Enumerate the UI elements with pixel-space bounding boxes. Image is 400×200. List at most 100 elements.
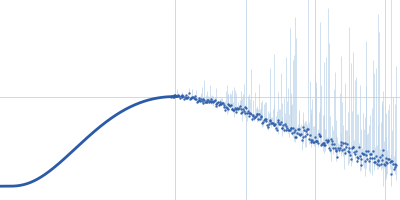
Point xyxy=(267,118,274,122)
Point xyxy=(194,100,200,103)
Point xyxy=(352,152,358,155)
Point xyxy=(216,103,222,106)
Point xyxy=(324,139,331,142)
Point xyxy=(220,105,227,108)
Point xyxy=(236,105,243,108)
Point xyxy=(222,108,228,111)
Point xyxy=(245,112,252,115)
Point xyxy=(374,158,381,161)
Point xyxy=(211,99,217,102)
Point xyxy=(310,140,316,143)
Point xyxy=(198,99,205,103)
Point xyxy=(390,167,397,170)
Point xyxy=(392,162,398,165)
Point xyxy=(269,121,275,125)
Point xyxy=(237,111,244,114)
Point xyxy=(223,105,229,109)
Point xyxy=(174,95,180,98)
Point xyxy=(266,123,272,126)
Point xyxy=(172,94,178,97)
Point xyxy=(194,100,201,103)
Point xyxy=(171,93,178,96)
Point xyxy=(264,124,270,127)
Point xyxy=(192,98,198,101)
Point xyxy=(218,103,224,106)
Point xyxy=(266,119,273,122)
Point xyxy=(230,108,236,112)
Point xyxy=(382,160,389,163)
Point xyxy=(238,107,244,111)
Point xyxy=(300,136,307,139)
Point xyxy=(214,101,220,105)
Point xyxy=(346,147,352,150)
Point xyxy=(344,143,350,146)
Point xyxy=(229,108,236,111)
Point xyxy=(200,97,206,101)
Point xyxy=(345,150,352,154)
Point xyxy=(190,96,197,100)
Point xyxy=(285,128,291,132)
Point xyxy=(204,99,211,102)
Point xyxy=(330,146,336,149)
Point xyxy=(215,100,221,104)
Point xyxy=(208,100,215,103)
Point xyxy=(336,149,342,152)
Point xyxy=(272,122,278,125)
Point xyxy=(340,148,347,151)
Point xyxy=(378,154,385,157)
Point xyxy=(286,128,293,131)
Point xyxy=(201,99,208,102)
Point xyxy=(224,107,231,110)
Point xyxy=(370,161,377,164)
Point xyxy=(289,131,295,134)
Point xyxy=(311,140,317,143)
Point xyxy=(173,95,179,98)
Point xyxy=(304,132,311,135)
Point xyxy=(377,155,383,158)
Point xyxy=(213,104,220,107)
Point xyxy=(271,123,278,126)
Point xyxy=(203,100,209,103)
Point xyxy=(368,152,374,155)
Point xyxy=(252,116,258,119)
Point xyxy=(198,97,204,101)
Point xyxy=(236,106,242,110)
Point xyxy=(178,95,184,98)
Point xyxy=(391,165,398,169)
Point xyxy=(228,107,235,110)
Point xyxy=(332,147,338,150)
Point xyxy=(283,129,290,132)
Point xyxy=(200,102,207,105)
Point xyxy=(374,162,380,166)
Point xyxy=(292,129,298,132)
Point xyxy=(308,140,315,144)
Point xyxy=(224,107,230,110)
Point xyxy=(306,138,312,141)
Point xyxy=(182,94,189,97)
Point xyxy=(241,106,248,109)
Point xyxy=(307,133,313,136)
Point xyxy=(261,119,267,122)
Point xyxy=(207,99,213,102)
Point xyxy=(381,163,387,166)
Point xyxy=(278,121,284,124)
Point xyxy=(371,157,378,160)
Point xyxy=(312,140,319,143)
Point xyxy=(356,145,362,149)
Point xyxy=(287,126,294,129)
Point xyxy=(282,125,289,128)
Point xyxy=(246,114,252,117)
Point xyxy=(319,142,325,145)
Point xyxy=(317,135,324,138)
Point xyxy=(191,95,198,98)
Point xyxy=(385,157,391,160)
Point xyxy=(353,150,359,153)
Point xyxy=(216,101,223,104)
Point xyxy=(350,145,356,149)
Point xyxy=(316,134,323,138)
Point xyxy=(176,94,182,97)
Point xyxy=(286,128,292,132)
Point xyxy=(277,122,283,126)
Point xyxy=(225,103,232,106)
Point xyxy=(247,111,253,114)
